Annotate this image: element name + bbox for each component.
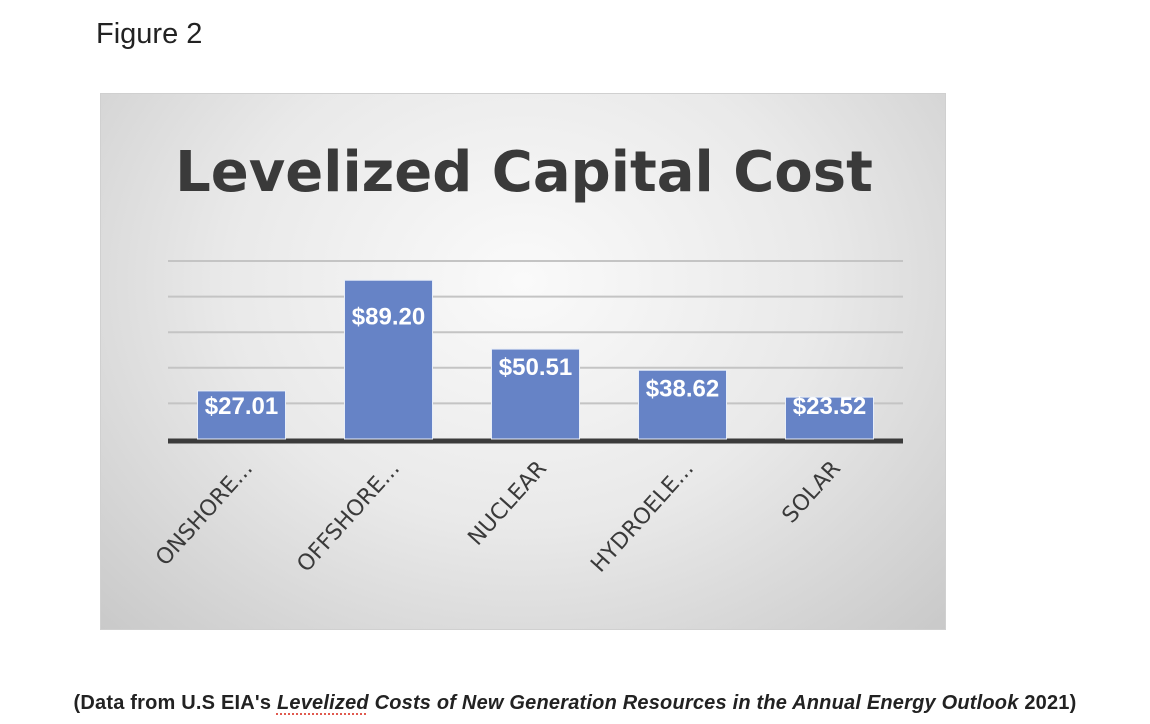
caption-prefix: (Data from U.S EIA's <box>73 692 277 714</box>
data-label: $50.51 <box>499 354 572 381</box>
bar <box>197 390 286 440</box>
chart-container: Levelized Capital Cost $27.01 $89.20 $50.5… <box>100 93 946 630</box>
chart-title: Levelized Capital Cost <box>175 140 873 205</box>
bar <box>491 348 580 440</box>
category-label: SOLAR <box>778 456 846 528</box>
data-label: $89.20 <box>352 304 425 331</box>
data-label: $27.01 <box>205 393 278 420</box>
caption-italic-misspelled: Levelized <box>276 692 369 714</box>
source-caption: (Data from U.S EIA's Levelized Costs of … <box>0 692 1150 715</box>
category-label: NUCLEAR <box>464 456 552 550</box>
bar <box>785 396 874 440</box>
bar-chart: Levelized Capital Cost $27.01 $89.20 $50.5… <box>151 140 903 577</box>
bar <box>638 369 727 440</box>
category-label: OFFSHORE... <box>293 456 405 577</box>
data-label: $38.62 <box>646 375 719 402</box>
data-label: $23.52 <box>793 393 866 420</box>
category-label: ONSHORE... <box>151 456 258 571</box>
caption-suffix: 2021) <box>1018 692 1077 714</box>
figure-label: Figure 2 <box>96 18 203 50</box>
caption-italic: Costs of New Generation Resources in the… <box>368 692 1019 714</box>
category-label: HYDROELE... <box>586 456 699 577</box>
bar <box>344 279 433 440</box>
